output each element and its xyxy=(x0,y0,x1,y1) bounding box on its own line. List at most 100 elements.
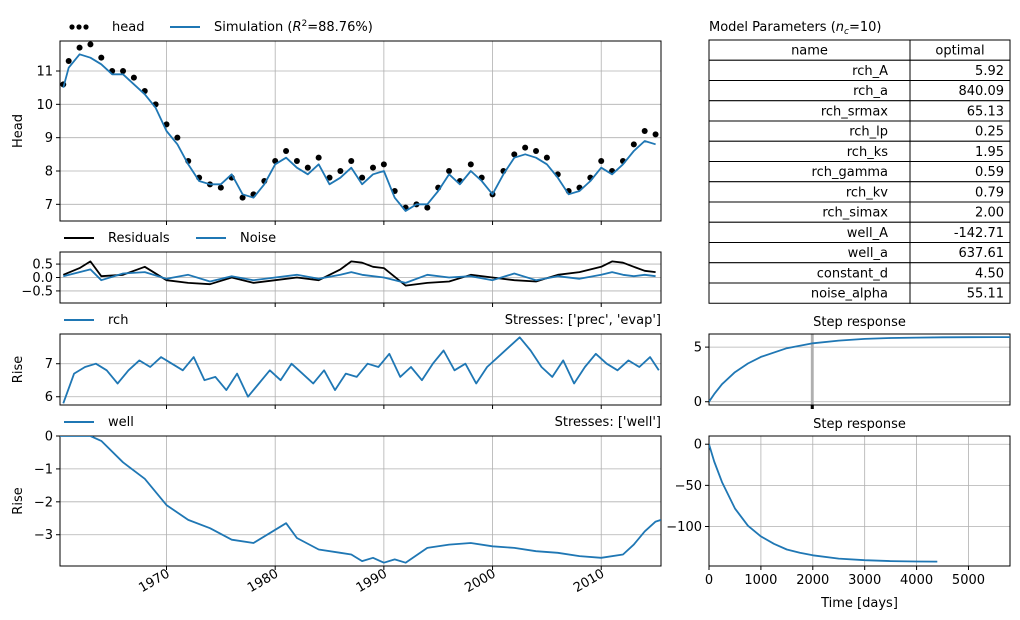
data-point xyxy=(239,194,246,201)
param-value: 55.11 xyxy=(967,287,1004,302)
data-point xyxy=(652,131,659,138)
param-value: 0.59 xyxy=(975,165,1004,180)
table-row: rch_gamma 0.59 xyxy=(708,161,1011,183)
y-tick-label: 0 xyxy=(694,395,702,410)
table-header-name: name xyxy=(791,44,828,59)
title-end: =10) xyxy=(849,20,882,35)
x-tick-label: 2000 xyxy=(796,573,829,588)
y-axis-label: Rise xyxy=(11,356,26,383)
subscript: c xyxy=(844,27,849,37)
param-value: 840.09 xyxy=(959,84,1005,99)
superscript: 2 xyxy=(302,19,308,29)
series-line-rch xyxy=(709,336,1010,403)
data-point xyxy=(359,174,366,181)
series-head xyxy=(60,41,659,211)
data-point xyxy=(98,54,105,61)
legend: rch xyxy=(64,313,128,328)
x-tick-label-year: 2010 xyxy=(571,566,607,596)
y-tick-label: −1 xyxy=(34,462,53,477)
table-row: rch_a 840.09 xyxy=(708,80,1011,102)
x-axis-label: Time [days] xyxy=(820,596,898,611)
data-point xyxy=(641,128,648,134)
parameter-table: Model Parameters (nc=10) name optimal rch_A… xyxy=(708,20,1011,304)
x-tick-label: 3000 xyxy=(848,573,881,588)
x-tick-label: 5000 xyxy=(952,573,985,588)
y-tick-label: −50 xyxy=(675,479,702,494)
param-name: rch_srmax xyxy=(821,104,888,119)
legend-marker xyxy=(69,24,75,30)
data-point xyxy=(369,164,376,171)
data-point xyxy=(337,168,344,174)
panel-swell: 0 −50 −100 0 1000 2000 3000 4000 5000 Step respon… xyxy=(666,417,1011,611)
data-point xyxy=(511,151,518,158)
table-row: rch_kv 0.79 xyxy=(708,181,1011,203)
table-title: Model Parameters (nc=10) xyxy=(709,20,882,37)
panel-well: 0 −1 −2 −3 Rise well Stresses: ['well'] xyxy=(11,415,662,570)
data-point xyxy=(348,158,355,164)
gridlines: 0 −50 −100 xyxy=(666,436,1010,570)
legend-label: well xyxy=(108,415,134,430)
param-name: well_a xyxy=(848,246,888,261)
step-response-title: Step response xyxy=(813,417,906,432)
series-line-well xyxy=(709,443,938,563)
table-row: rch_simax 2.00 xyxy=(708,201,1011,223)
table-row: rch_lp 0.25 xyxy=(708,120,1011,142)
data-point xyxy=(304,164,311,171)
y-tick-label: −0.5 xyxy=(21,284,53,299)
legend: Residuals Noise xyxy=(64,231,276,246)
y-tick-label: −100 xyxy=(666,520,702,535)
x-tick-label: 4000 xyxy=(900,573,933,588)
data-point xyxy=(315,154,322,161)
axes-frame xyxy=(708,333,1011,406)
y-axis-label: Rise xyxy=(11,487,26,514)
param-name: well_A xyxy=(847,226,888,241)
data-point xyxy=(174,134,181,141)
series-line-noise xyxy=(63,268,656,284)
param-value: 0.79 xyxy=(975,185,1004,200)
x-tick-label-year: 2000 xyxy=(462,566,498,596)
param-name: constant_d xyxy=(817,266,888,281)
data-point xyxy=(598,158,605,164)
y-axis-label: Head xyxy=(11,114,26,148)
x-tick-label: 1000 xyxy=(744,573,777,588)
series-line-rch xyxy=(62,336,660,404)
param-name: noise_alpha xyxy=(811,287,888,302)
y-tick-label: −3 xyxy=(34,528,53,543)
data-point xyxy=(293,158,300,164)
series-line-well xyxy=(60,436,661,564)
param-value: 4.50 xyxy=(975,266,1004,281)
series-line-residuals xyxy=(62,260,656,287)
legend-label-simulation: Simulation (R2=88.76%) xyxy=(214,19,373,35)
data-point xyxy=(533,148,540,154)
x-tick-label: 0 xyxy=(705,573,713,588)
r2-symbol: R xyxy=(292,20,301,35)
y-tick-label: 0 xyxy=(45,430,53,445)
param-name: rch_A xyxy=(852,64,888,79)
legend-label: Noise xyxy=(240,231,276,246)
data-point xyxy=(283,148,290,154)
y-tick-label: 8 xyxy=(45,165,53,180)
y-tick-label: 0.0 xyxy=(32,271,53,286)
table-cell xyxy=(909,282,1011,304)
param-name: rch_lp xyxy=(849,125,888,140)
axes-frame xyxy=(59,435,662,567)
table-row: constant_d 4.50 xyxy=(708,262,1011,284)
data-point xyxy=(76,44,83,51)
param-value: 5.92 xyxy=(975,64,1004,79)
y-tick-label: 0 xyxy=(694,438,702,453)
data-point xyxy=(65,58,72,64)
x-tick-label-year: 1980 xyxy=(245,566,281,596)
param-name: rch_a xyxy=(853,84,888,99)
stresses-label: Stresses: ['prec', 'evap'] xyxy=(505,313,661,328)
data-point xyxy=(130,74,137,81)
main-plots: 7 8 9 10 11 Head head Simulation (R2=88.76%) 0.5… xyxy=(11,19,662,596)
panel-head: 7 8 9 10 11 Head head Simulation (R2=88.76%) xyxy=(11,19,662,225)
legend-marker xyxy=(83,24,89,30)
x-tick-label-year: 1990 xyxy=(354,566,390,596)
legend: head Simulation (R2=88.76%) xyxy=(69,19,373,35)
data-point xyxy=(217,184,224,191)
table-header-optimal: optimal xyxy=(935,44,984,59)
data-point xyxy=(120,68,127,74)
gridlines: 7 8 9 10 11 xyxy=(36,41,661,225)
